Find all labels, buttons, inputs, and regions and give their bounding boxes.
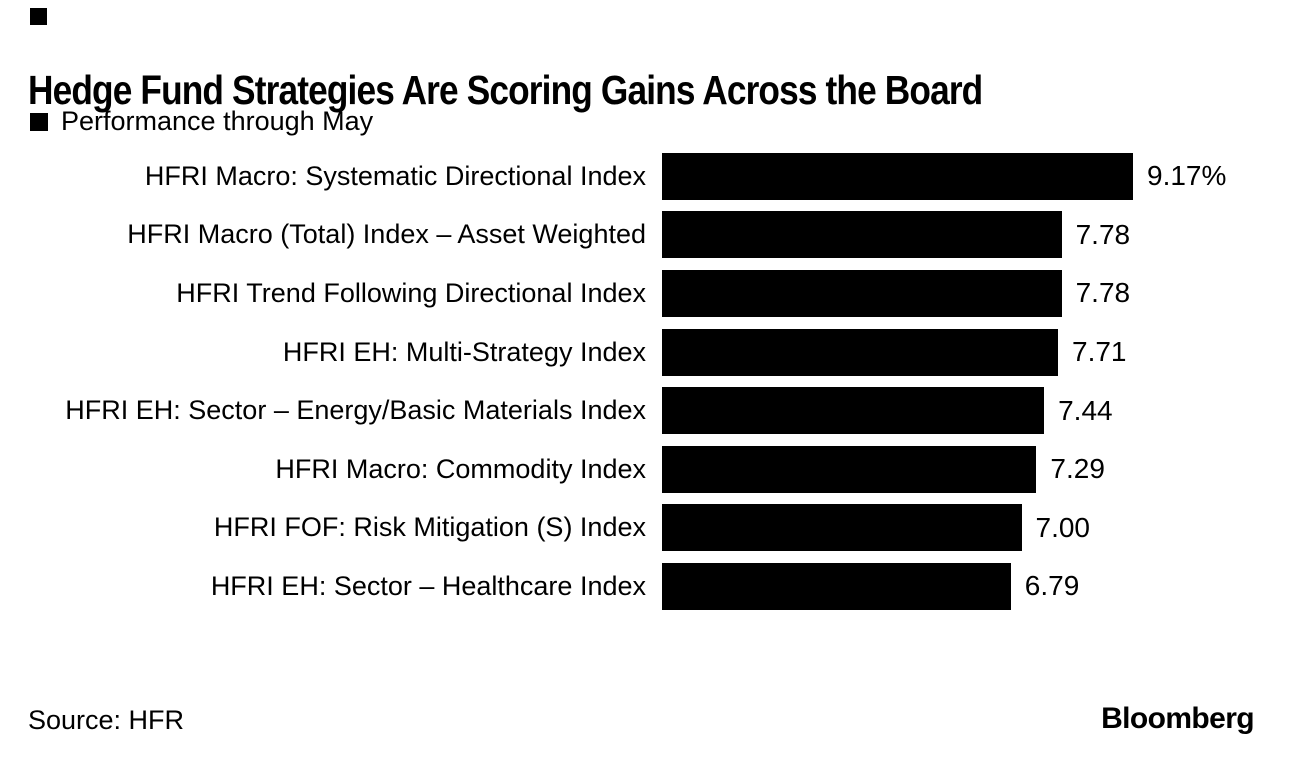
bar-category-label: HFRI EH: Sector – Energy/Basic Materials… [65,395,646,426]
chart-row: HFRI FOF: Risk Mitigation (S) Index 7.00 [0,499,1292,558]
chart-row: HFRI Trend Following Directional Index 7.… [0,264,1292,323]
bar [662,504,1022,552]
bloomberg-corner-square-marker [30,8,47,25]
chart-row: HFRI EH: Sector – Energy/Basic Materials… [0,381,1292,440]
bar [662,445,1037,493]
bar-value-label: 7.00 [1035,511,1091,543]
bar-value-label: 6.79 [1024,570,1080,602]
bar-category-label: HFRI Macro: Systematic Directional Index [144,160,646,191]
source-attribution: Source: HFR [28,705,185,735]
chart-title: Hedge Fund Strategies Are Scoring Gains … [28,67,983,114]
bar-value-label: 7.44 [1058,394,1113,426]
bar-value-label: 7.29 [1050,453,1105,485]
bar [662,269,1062,317]
bar-category-label: HFRI Macro (Total) Index – Asset Weighte… [127,219,646,250]
chart-row: HFRI EH: Sector – Healthcare Index 6.79 [0,557,1292,616]
bar [662,562,1011,610]
bar-category-label: HFRI Trend Following Directional Index [176,277,646,308]
bar-chart: HFRI Macro: Systematic Directional Index… [0,147,1292,616]
bar [662,387,1045,435]
chart-row: HFRI Macro (Total) Index – Asset Weighte… [0,206,1292,265]
bar-value-label: 7.78 [1075,218,1131,250]
bar-category-label: HFRI EH: Sector – Healthcare Index [210,570,646,601]
bar-category-label: HFRI FOF: Risk Mitigation (S) Index [213,512,646,543]
bloomberg-logo: Bloomberg [1101,702,1255,735]
bar-value-label: 7.78 [1075,277,1131,309]
chart-row: HFRI Macro: Commodity Index 7.29 [0,440,1292,499]
bar [662,328,1058,376]
bar-value-label: 7.71 [1072,336,1127,368]
legend-label: Performance through May [61,106,374,136]
chart-legend: Performance through May [30,106,373,137]
bar-category-label: HFRI EH: Multi-Strategy Index [282,336,646,367]
chart-row: HFRI Macro: Systematic Directional Index… [0,147,1292,206]
bar-value-label: 9.17% [1147,160,1227,192]
legend-swatch-square-icon [30,112,48,131]
chart-row: HFRI EH: Multi-Strategy Index 7.71 [0,323,1292,382]
bar [662,211,1062,259]
bar-category-label: HFRI Macro: Commodity Index [275,453,646,484]
bar [662,152,1133,200]
